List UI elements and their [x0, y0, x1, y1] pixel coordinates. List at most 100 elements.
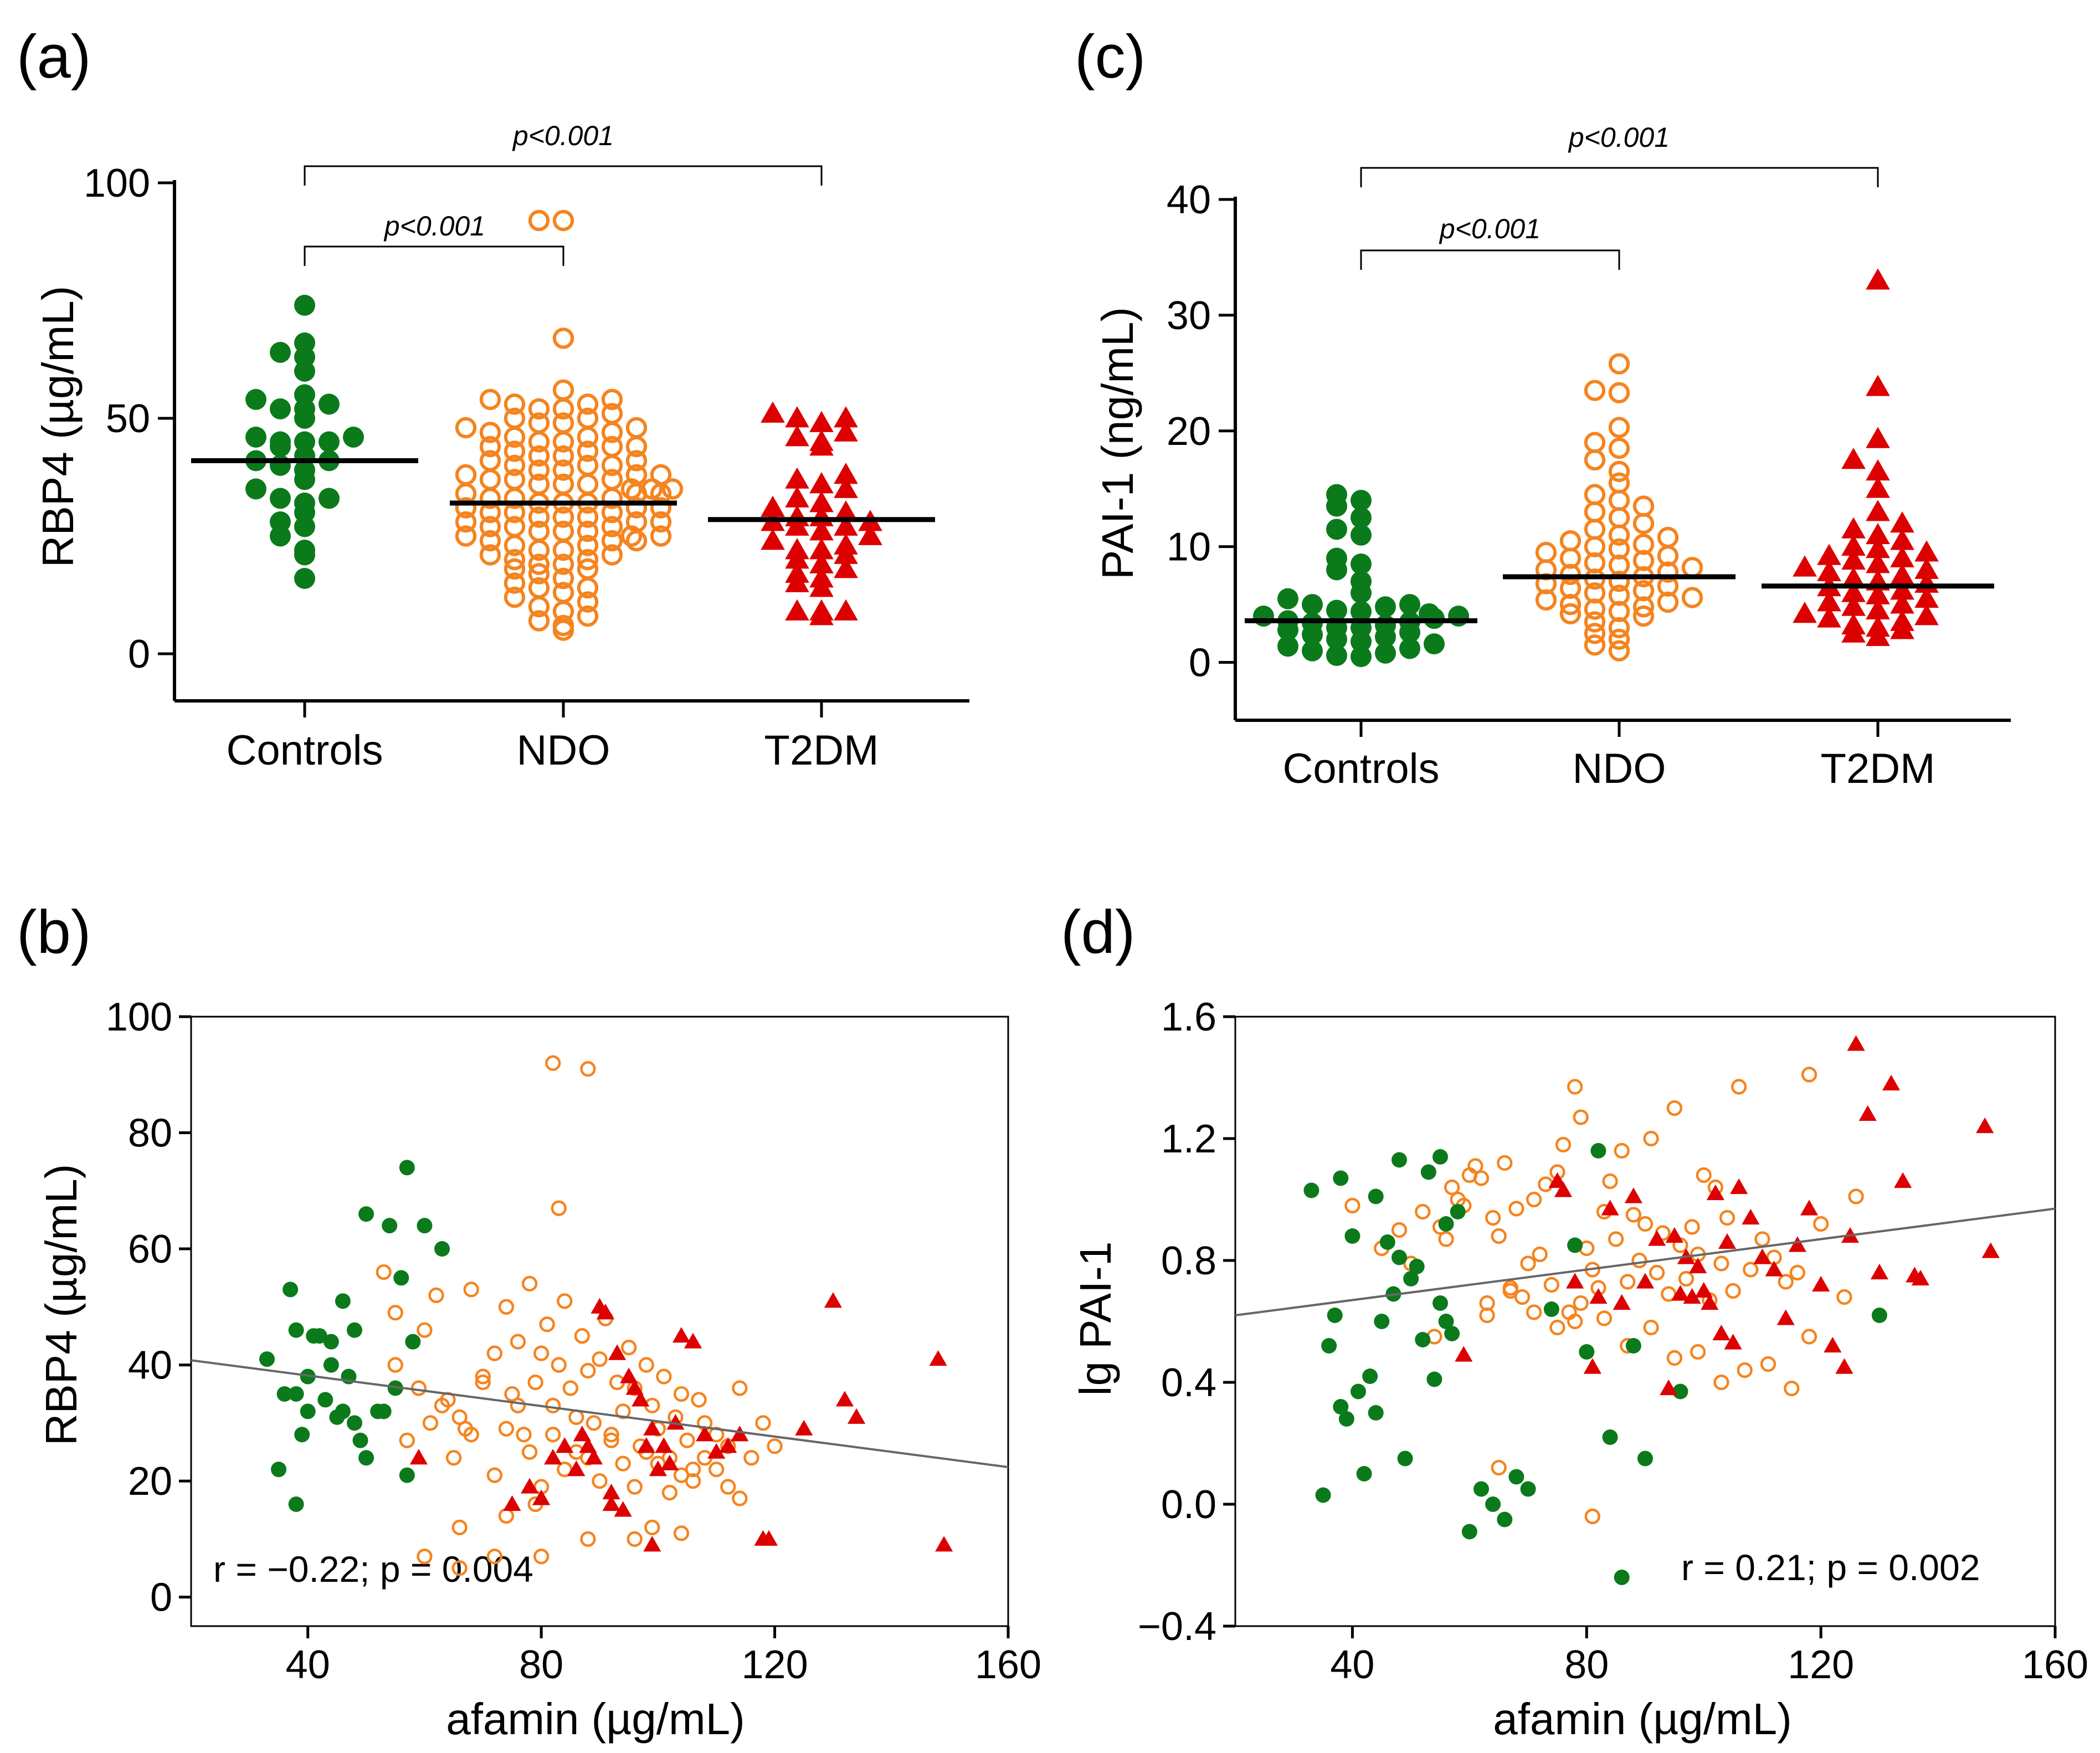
- data-point-open-circle: [767, 1438, 783, 1454]
- data-point-triangle: [809, 472, 834, 494]
- data-point-triangle: [834, 599, 858, 621]
- data-point-filled-circle: [399, 1467, 415, 1483]
- data-point-open-circle: [504, 558, 526, 580]
- data-point-open-circle: [1713, 1374, 1729, 1391]
- category-label: Controls: [1283, 745, 1440, 792]
- data-point-triangle: [834, 476, 858, 498]
- correlation-annotation: r = 0.21; p = 0.002: [1681, 1547, 1980, 1588]
- data-point-triangle: [1601, 1200, 1619, 1216]
- data-point-triangle: [785, 406, 809, 428]
- data-point-filled-circle: [294, 568, 315, 589]
- series-controls: [259, 1160, 450, 1512]
- data-point-filled-circle: [1403, 1271, 1419, 1286]
- significance-bracket: [1360, 249, 1620, 270]
- data-point-filled-circle: [1302, 594, 1323, 616]
- data-point-open-circle: [685, 1473, 701, 1489]
- data-point-filled-circle: [1590, 1143, 1606, 1159]
- data-point-open-circle: [455, 525, 477, 547]
- data-point-filled-circle: [270, 436, 291, 457]
- data-point-triangle: [809, 538, 834, 560]
- data-point-open-circle: [592, 1473, 608, 1489]
- data-point-filled-circle: [1326, 645, 1347, 667]
- data-point-triangle: [409, 1449, 428, 1465]
- data-point-triangle: [520, 1478, 539, 1494]
- data-point-open-circle: [1684, 1219, 1700, 1235]
- data-point-open-circle: [1608, 507, 1630, 529]
- data-point-triangle: [1866, 476, 1890, 498]
- data-point-triangle: [834, 514, 858, 536]
- data-point-triangle: [1817, 544, 1841, 565]
- data-point-open-circle: [552, 379, 574, 401]
- data-point-filled-circle: [1351, 601, 1372, 622]
- data-point-triangle: [761, 401, 785, 423]
- data-point-open-circle: [479, 530, 501, 552]
- data-point-open-circle: [1614, 1142, 1630, 1159]
- data-point-triangle: [719, 1437, 737, 1453]
- data-point-open-circle: [1491, 1459, 1507, 1476]
- data-point-filled-circle: [1277, 588, 1298, 609]
- data-point-open-circle: [1514, 1289, 1531, 1305]
- data-point-triangle: [1870, 1263, 1888, 1280]
- data-point-open-circle: [577, 520, 599, 542]
- y-tick-label: 0: [128, 632, 150, 676]
- data-point-filled-circle: [1399, 622, 1420, 643]
- data-point-open-circle: [463, 1282, 479, 1298]
- data-point-open-circle: [580, 1362, 596, 1379]
- data-point-filled-circle: [270, 488, 291, 509]
- data-point-open-circle: [1497, 1155, 1513, 1171]
- data-point-open-circle: [1559, 577, 1582, 599]
- data-point-open-circle: [504, 426, 526, 448]
- panel-c-pai1-by-group: (c) PAI-1 (ng/mL) Controls NDO T2DM p<0.…: [1075, 23, 2011, 792]
- data-point-filled-circle: [245, 389, 266, 410]
- data-point-triangle: [596, 1304, 615, 1320]
- y-tick-label: 40: [1167, 178, 1211, 222]
- data-point-open-circle: [1608, 524, 1630, 546]
- panel-label: (b): [17, 898, 91, 966]
- data-point-open-circle: [627, 1479, 643, 1495]
- category-label: Controls: [227, 727, 383, 774]
- data-point-triangle: [1890, 578, 1914, 600]
- data-point-filled-circle: [1508, 1469, 1524, 1485]
- data-point-open-circle: [1526, 1304, 1542, 1320]
- data-point-open-circle: [577, 535, 599, 556]
- data-point-triangle: [785, 425, 809, 447]
- data-point-triangle: [1890, 618, 1914, 639]
- data-point-open-circle: [552, 398, 574, 420]
- data-point-triangle: [1841, 517, 1866, 539]
- data-point-filled-circle: [323, 1357, 339, 1373]
- data-point-open-circle: [1344, 1197, 1360, 1214]
- data-point-open-circle: [625, 497, 648, 519]
- data-point-open-circle: [479, 422, 501, 443]
- data-point-open-circle: [552, 445, 574, 467]
- data-point-open-circle: [387, 1305, 403, 1321]
- data-point-filled-circle: [1326, 495, 1347, 517]
- data-point-triangle: [1718, 1233, 1737, 1249]
- data-point-filled-circle: [1520, 1481, 1536, 1497]
- data-point-open-circle: [601, 454, 623, 476]
- data-point-filled-circle: [1326, 599, 1347, 621]
- data-point-open-circle: [1678, 1270, 1695, 1287]
- data-point-filled-circle: [1351, 553, 1372, 575]
- data-point-open-circle: [521, 1275, 538, 1292]
- y-tick-label: 100: [106, 995, 172, 1039]
- data-point-filled-circle: [1567, 1237, 1583, 1253]
- data-point-triangle: [544, 1449, 562, 1465]
- significance-bracket: [304, 245, 564, 266]
- data-point-triangle: [579, 1437, 597, 1453]
- data-point-open-circle: [601, 544, 623, 566]
- data-point-filled-circle: [1399, 638, 1420, 659]
- data-point-triangle: [834, 557, 858, 578]
- data-point-filled-circle: [317, 1392, 333, 1408]
- data-point-filled-circle: [1351, 507, 1372, 529]
- data-point-filled-circle: [300, 1403, 316, 1419]
- data-point-open-circle: [1608, 571, 1630, 592]
- data-point-triangle: [1660, 1379, 1678, 1396]
- plot-area: 0 20 40 60 80 100 40 80 120 160: [106, 995, 1041, 1687]
- data-point-open-circle: [1643, 1319, 1659, 1336]
- data-point-filled-circle: [1321, 1338, 1337, 1354]
- data-point-triangle: [1835, 1358, 1853, 1374]
- data-point-filled-circle: [1432, 1295, 1448, 1311]
- correlation-annotation: r = −0.22; p = 0.004: [213, 1549, 533, 1590]
- data-point-filled-circle: [270, 455, 291, 476]
- data-point-open-circle: [621, 1340, 637, 1356]
